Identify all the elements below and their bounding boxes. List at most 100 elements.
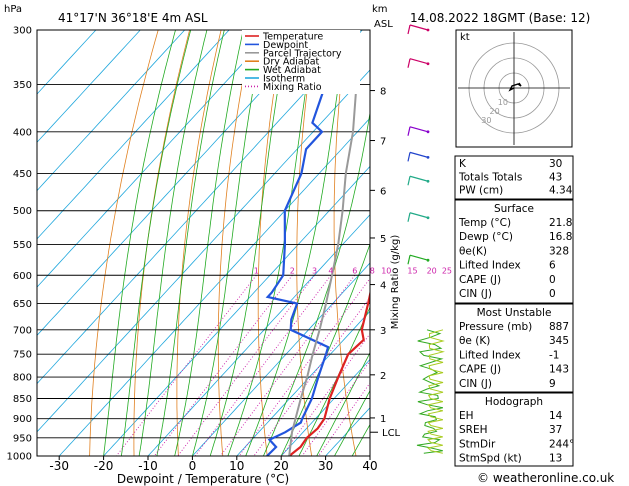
hodograph-ring-label: 30 — [481, 116, 491, 125]
km-tick-label: 8 — [380, 87, 386, 98]
mixing-ratio-label: 2 — [290, 266, 295, 275]
hodograph-table-box — [454, 392, 574, 467]
dry-adiabat-line — [567, 30, 629, 456]
table-row-value: 4.34 — [549, 185, 573, 197]
wind-barb-dot — [426, 62, 430, 66]
km-tick-label: 3 — [380, 326, 386, 337]
mixing-ratio-label: 6 — [352, 266, 357, 275]
pressure-tick-label: 300 — [13, 26, 32, 37]
legend-label: Mixing Ratio — [263, 82, 322, 93]
pressure-axis: 300 350 400 450 500 550 600 650 700 750 800 850 900 9… — [7, 26, 32, 463]
height-axis: 8 7 6 5 4 3 2 1 LCL — [370, 87, 401, 439]
series-dewpoint — [265, 30, 346, 456]
isotherm-line — [280, 358, 370, 456]
wet-adiabat-line — [156, 30, 225, 456]
isotherm-line — [236, 310, 370, 456]
x-tick-label: 30 — [318, 459, 333, 473]
wet-adiabat-line — [138, 30, 208, 456]
wind-barb-dot — [426, 216, 430, 220]
dry-adiabat-line — [89, 30, 159, 456]
indices-box — [454, 155, 574, 200]
temperature-axis: -30 -20 -10 0 10 20 30 40 — [49, 456, 378, 473]
legend-label: Wet Adiabat — [263, 65, 321, 76]
series-temperature — [288, 289, 370, 456]
wind-barb-flag — [407, 58, 411, 68]
copyright: © weatheronline.co.uk — [477, 471, 614, 485]
location-label: 41°17'N 36°18'E 4m ASL — [58, 11, 208, 25]
table-row-value: 9 — [549, 378, 556, 390]
table-row-value: 887 — [549, 321, 569, 333]
table-row-label: SREH — [459, 424, 488, 436]
table-row-label: K — [459, 158, 467, 170]
mixing-ratio-label: 4 — [328, 266, 333, 275]
mixing-ratio-axis-title: Mixing Ratio (g/kg) — [390, 235, 401, 330]
legend-label: Isotherm — [263, 74, 305, 85]
legend-box — [242, 30, 360, 94]
legend-label: Temperature — [262, 32, 323, 43]
mixing-ratio-label: 8 — [370, 266, 375, 275]
table-row-value: 143 — [549, 364, 569, 376]
wind-barb-flag — [407, 255, 411, 265]
mixing-ratio-labels: 1 2 3 4 6 8 10 15 20 25 — [254, 266, 452, 275]
wind-barb — [409, 58, 429, 65]
most-unstable-title: Most Unstable — [477, 307, 552, 319]
km-tick-label: 5 — [380, 234, 386, 245]
km-tick-label: 6 — [380, 186, 386, 197]
wet-adiabat-line — [103, 30, 176, 456]
hodograph-trace — [508, 82, 522, 92]
hodograph-unit: kt — [460, 32, 470, 43]
lcl-label: LCL — [382, 428, 401, 439]
pressure-tick-label: 850 — [13, 394, 32, 405]
hodograph-ring-label: 10 — [498, 98, 508, 107]
wind-barb — [409, 151, 429, 158]
dry-adiabat-line — [405, 30, 445, 456]
pressure-tick-label: 700 — [13, 325, 32, 336]
legend-label: Dewpoint — [263, 40, 308, 51]
x-axis-title: Dewpoint / Temperature (°C) — [117, 472, 289, 486]
surface-box — [454, 199, 574, 304]
datetime-label: 14.08.2022 18GMT (Base: 12) — [410, 11, 590, 25]
table-row-label: Temp (°C) — [458, 217, 511, 229]
wind-barb — [409, 175, 429, 182]
table-row-value: 345 — [549, 335, 569, 347]
table-row-label: Lifted Index — [459, 349, 521, 361]
pressure-tick-label: 800 — [13, 373, 32, 384]
isotherm-line — [37, 30, 185, 192]
mixing-ratio-label: 15 — [407, 266, 417, 275]
table-row-label: Lifted Index — [459, 260, 521, 272]
table-row-label: Pressure (mb) — [459, 321, 532, 333]
km-tick-label: 7 — [380, 137, 386, 148]
mixing-ratio-label: 3 — [312, 266, 317, 275]
table-row-value: -1 — [549, 349, 559, 361]
hodograph-table-title: Hodograph — [485, 396, 543, 408]
skewt-series — [265, 30, 370, 456]
low-level-wind-trace-2 — [426, 329, 445, 454]
pressure-tick-label: 450 — [13, 169, 32, 180]
x-tick-label: 10 — [229, 459, 244, 473]
isotherm-line — [37, 30, 230, 240]
wind-barb-flag — [407, 176, 411, 186]
most-unstable-box — [454, 303, 574, 393]
table-row-value: 6 — [549, 260, 556, 272]
x-tick-label: -30 — [49, 459, 69, 473]
wet-adiabat-line — [298, 306, 370, 456]
plot-frame — [36, 29, 371, 457]
table-row-label: CIN (J) — [459, 378, 492, 390]
table-row-value: 43 — [549, 171, 562, 183]
legend-label: Dry Adiabat — [263, 57, 320, 68]
wind-barb-dot — [426, 155, 430, 159]
wind-barb-dot — [426, 258, 430, 262]
table-row-label: θe(K) — [459, 245, 487, 257]
mixing-ratio-line — [115, 275, 257, 456]
pressure-unit-label: hPa — [4, 4, 22, 15]
pressure-tick-label: 650 — [13, 299, 32, 310]
x-tick-label: 0 — [189, 459, 197, 473]
wind-barb-flag — [407, 126, 411, 136]
table-row-label: PW (cm) — [459, 185, 503, 197]
mixing-ratio-line — [194, 275, 332, 456]
x-tick-label: -20 — [94, 459, 114, 473]
wind-barb — [409, 254, 429, 261]
